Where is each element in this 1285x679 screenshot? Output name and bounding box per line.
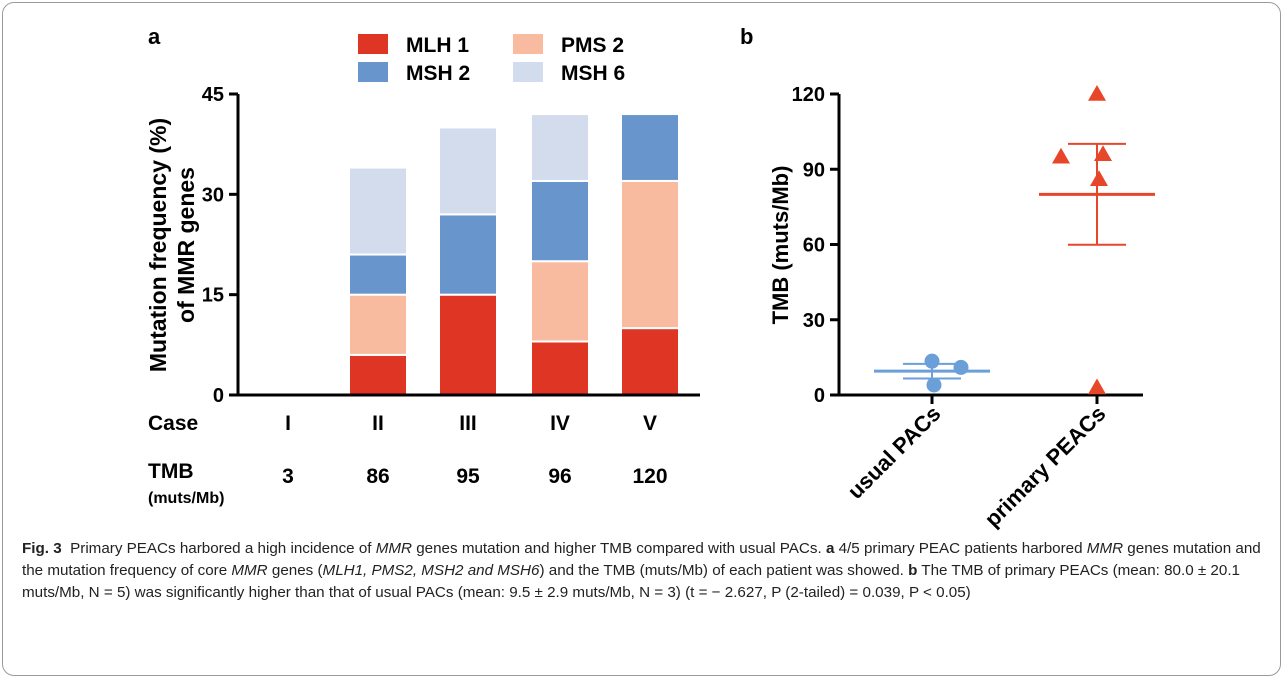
caption-text: The TMB of primary PEACs (mean: 80.0 ± 2… xyxy=(22,562,1240,601)
bar-segment-ii-msh-6 xyxy=(348,166,408,256)
stacked-bar-chart: MLH 1 PMS 2 MSH 2 MSH 6 0 15 30 45 Mutation freq… xyxy=(145,34,700,507)
legend-label-msh-2: MSH 2 xyxy=(406,62,470,85)
legend-label-pms-2: PMS 2 xyxy=(561,34,624,57)
legend-swatch-msh-6 xyxy=(513,62,543,82)
tmb-scatter-chart: 0 30 60 90 120 TMB (muts/Mb) usual PACs primary… xyxy=(768,84,1155,532)
y-tick-label-60: 60 xyxy=(803,235,825,257)
caption-gene-list: MLH1, PMS2, MSH2 and MSH6 xyxy=(322,562,540,579)
bar-segment-v-msh-2 xyxy=(620,113,680,182)
bar-segment-ii-mlh-1 xyxy=(348,353,408,397)
panel-a-label: a xyxy=(148,24,161,49)
tmb-row-unit: (muts/Mb) xyxy=(148,490,224,507)
tmb-row-label: TMB xyxy=(148,460,194,483)
caption-text: Primary PEACs harbored a high incidence … xyxy=(70,540,376,557)
y-tick-label-0: 0 xyxy=(814,385,825,407)
bar-segment-iv-msh-6 xyxy=(530,113,590,182)
case-label-i: I xyxy=(285,412,291,435)
legend-swatch-msh-2 xyxy=(358,62,388,82)
bar-segment-iv-msh-2 xyxy=(530,179,590,263)
caption-text: genes mutation and the mutation frequenc… xyxy=(22,540,1261,579)
y-tick-label-30: 30 xyxy=(202,184,224,206)
legend-label-mlh-1: MLH 1 xyxy=(406,34,469,57)
y-tick-label-30: 30 xyxy=(803,310,825,332)
bar-segment-v-pms-2 xyxy=(620,179,680,330)
legend-label-msh-6: MSH 6 xyxy=(561,62,625,85)
data-point-primary-peacs xyxy=(1052,147,1070,164)
data-point-primary-peacs xyxy=(1094,145,1112,161)
data-point-usual-pacs xyxy=(924,353,940,369)
y-tick-label-0: 0 xyxy=(213,385,224,407)
bar-segment-iii-mlh-1 xyxy=(438,293,498,396)
tmb-value-i: 3 xyxy=(282,465,294,488)
caption-panel-b: b xyxy=(908,562,918,579)
case-label-ii: II xyxy=(372,412,384,435)
data-point-primary-peacs xyxy=(1088,85,1106,101)
bar-segment-iv-mlh-1 xyxy=(530,340,590,397)
caption-gene-term: MMR xyxy=(375,540,412,557)
y-axis-label: TMB (muts/Mb) xyxy=(768,166,793,325)
legend-swatch-pms-2 xyxy=(513,34,543,54)
bar-segment-ii-msh-2 xyxy=(348,253,408,296)
x-category-label-primary-peacs: primary PEACs xyxy=(980,401,1111,532)
caption-fig-number: Fig. 3 xyxy=(22,540,62,557)
caption-panel-a: a xyxy=(825,540,835,557)
tmb-value-iv: 96 xyxy=(548,465,571,488)
caption-text: 4/5 primary PEAC patients harbored xyxy=(834,540,1087,557)
bar-segment-iv-pms-2 xyxy=(530,260,590,343)
data-point-primary-peacs xyxy=(1090,170,1108,187)
bar-segment-ii-pms-2 xyxy=(348,293,408,356)
tmb-value-ii: 86 xyxy=(366,465,389,488)
y-tick-label-45: 45 xyxy=(202,84,224,106)
legend-swatch-mlh-1 xyxy=(358,34,388,54)
caption-gene-term: MMR xyxy=(231,562,268,579)
y-axis-label-line2: of MMR genes xyxy=(173,167,199,323)
case-label-iii: III xyxy=(459,412,477,435)
case-label-v: V xyxy=(643,412,657,435)
y-axis-label-line1: Mutation frequency (%) xyxy=(145,118,171,372)
caption-text: ) and the TMB (muts/Mb) of each patient … xyxy=(539,562,909,579)
x-category-label-usual-pacs: usual PACs xyxy=(843,401,946,504)
case-row-label: Case xyxy=(148,412,198,435)
figure-caption: Fig. 3 Primary PEACs harbored a high inc… xyxy=(22,538,1267,604)
tmb-value-v: 120 xyxy=(632,465,667,488)
caption-text: genes ( xyxy=(267,562,323,579)
panel-b-label: b xyxy=(740,24,753,49)
y-tick-label-120: 120 xyxy=(792,84,825,106)
y-tick-label-15: 15 xyxy=(202,285,224,307)
bar-segment-v-mlh-1 xyxy=(620,327,680,396)
tmb-value-iii: 95 xyxy=(456,465,480,488)
data-point-usual-pacs xyxy=(926,377,942,393)
case-label-iv: IV xyxy=(550,412,570,435)
bar-segment-iii-msh-6 xyxy=(438,126,498,216)
caption-text: genes mutation and higher TMB compared w… xyxy=(412,540,826,557)
bar-segment-iii-msh-2 xyxy=(438,213,498,296)
y-tick-label-90: 90 xyxy=(803,159,825,181)
data-point-usual-pacs xyxy=(953,359,969,375)
data-point-primary-peacs xyxy=(1088,378,1106,395)
caption-gene-term: MMR xyxy=(1086,540,1124,557)
